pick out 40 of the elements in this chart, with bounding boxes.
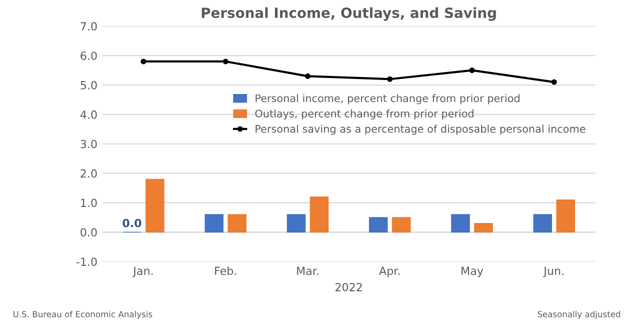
point [304, 73, 311, 79]
legend-label: Personal income, percent change from prior period [256, 94, 520, 104]
y-tick-label: 4.0 [80, 110, 97, 119]
x-tick-label: Jun. [543, 266, 564, 278]
x-axis-title: 2022 [335, 282, 362, 292]
bar [533, 214, 552, 233]
bar [392, 217, 411, 233]
y-tick-label: 6.0 [80, 52, 97, 60]
bar [204, 214, 224, 233]
bar [474, 222, 493, 233]
x-tick-label: Feb. [215, 266, 236, 276]
text: Seasonally adjusted [538, 310, 620, 319]
y-tick-label: 3.0 [80, 140, 97, 148]
point [469, 68, 475, 74]
y-tick-label: 1.0 [81, 198, 97, 208]
bar [228, 214, 246, 233]
y-tick-label: 0.0 [80, 228, 97, 237]
legend-label: Outlays, percent change from prior period [255, 109, 474, 120]
legend-label: Personal saving as a percentage of disposable personal income [256, 124, 586, 135]
x-tick-label: Apr. [379, 266, 400, 278]
chart-title: Personal Income, Outlays, and Saving [202, 7, 496, 21]
x-tick-label: May [462, 266, 484, 278]
data-label: 0.0 [122, 218, 142, 228]
bar [556, 199, 576, 233]
point [551, 79, 557, 85]
bar [451, 214, 470, 233]
point [222, 58, 228, 64]
x-tick-label: Mar. [297, 266, 318, 276]
y-tick-label: -1.0 [76, 258, 97, 266]
bar [368, 217, 388, 233]
bar [286, 214, 306, 233]
y-tick-label: 7.0 [80, 22, 97, 31]
y-tick-label: 5.0 [80, 80, 97, 90]
bar [310, 196, 329, 233]
x-tick-label: Jan. [132, 266, 153, 278]
bar [146, 178, 164, 233]
y-tick-label: 2.0 [80, 169, 97, 178]
text: U.S. Bureau of Economic Analysis [14, 310, 152, 319]
point [387, 76, 393, 82]
point [140, 58, 146, 64]
